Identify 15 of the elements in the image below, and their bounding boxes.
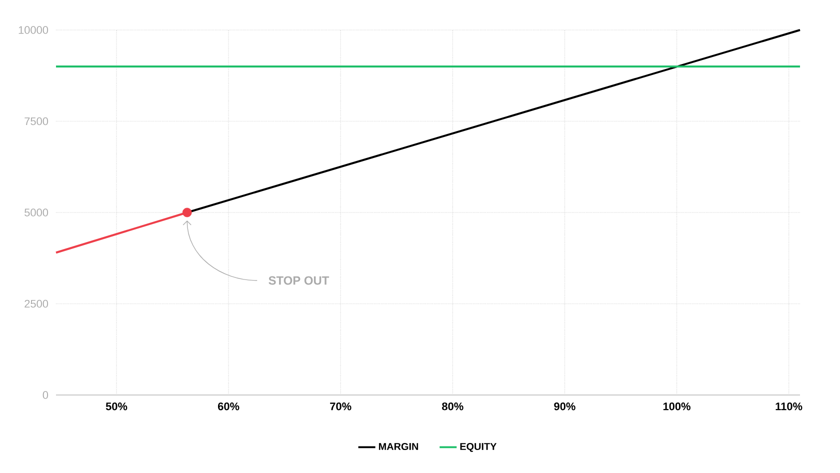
legend-label: EQUITY <box>460 442 497 452</box>
x-tick-label: 50% <box>106 402 128 410</box>
x-tick-label: 60% <box>218 402 240 410</box>
x-tick-label: 90% <box>554 402 576 410</box>
annotation: STOP OUT <box>268 276 330 285</box>
legend-label: MARGIN <box>378 442 418 450</box>
x-tick-label: 80% <box>442 402 464 410</box>
y-tick-label: 5000 <box>24 208 48 216</box>
y-tick-label: 0 <box>42 391 48 399</box>
x-tick-label: 100% <box>663 402 690 410</box>
y-tick-label: 7500 <box>24 117 48 126</box>
x-tick-label: 70% <box>330 402 352 410</box>
x-tick-label: 110% <box>776 402 802 410</box>
y-tick-label: 2500 <box>24 300 48 308</box>
y-tick-label: 10000 <box>18 26 48 34</box>
